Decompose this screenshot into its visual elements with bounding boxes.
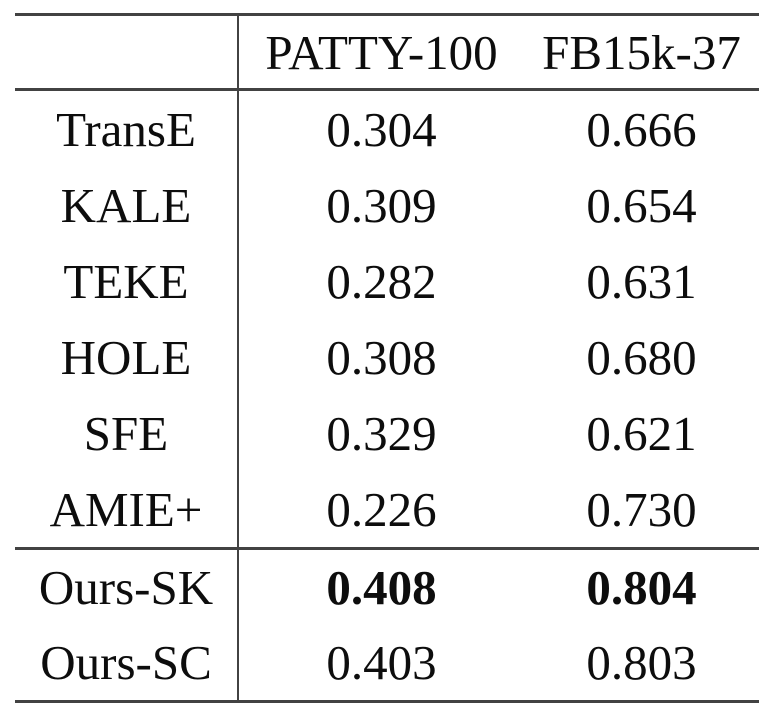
cell-value: 0.803 — [586, 635, 697, 690]
table-row-amie-plus: AMIE+ 0.226 0.730 — [15, 471, 759, 547]
cell-value: 0.631 — [586, 253, 697, 309]
column-header-fb15k-37: FB15k-37 — [542, 24, 741, 80]
cell-value: 0.304 — [326, 101, 437, 157]
table-row-ours-sc: Ours-SC 0.403 0.803 — [15, 625, 759, 700]
cell-value: 0.654 — [586, 177, 697, 233]
cell-value: 0.309 — [326, 177, 437, 233]
cell-value: 0.226 — [326, 481, 437, 537]
column-header-patty-100: PATTY-100 — [265, 24, 498, 80]
cell-value-best: 0.408 — [326, 560, 437, 615]
table-row-teke: TEKE 0.282 0.631 — [15, 243, 759, 319]
cell-value: 0.403 — [326, 635, 437, 690]
cell-value: 0.730 — [586, 481, 697, 537]
table-row-transe: TransE 0.304 0.666 — [15, 91, 759, 167]
table-row-hole: HOLE 0.308 0.680 — [15, 319, 759, 395]
row-label: Ours-SK — [15, 550, 239, 625]
row-label: KALE — [15, 167, 239, 243]
cell-value: 0.680 — [586, 329, 697, 385]
cell-value: 0.329 — [326, 405, 437, 461]
header-empty-cell — [15, 16, 239, 88]
cell-value: 0.666 — [586, 101, 697, 157]
table-row-kale: KALE 0.309 0.654 — [15, 167, 759, 243]
table-row-ours-sk: Ours-SK 0.408 0.804 — [15, 547, 759, 625]
row-label: Ours-SC — [15, 625, 239, 700]
row-label: TEKE — [15, 243, 239, 319]
table-header-row: PATTY-100 FB15k-37 — [15, 16, 759, 91]
cell-value: 0.308 — [326, 329, 437, 385]
cell-value: 0.621 — [586, 405, 697, 461]
table-row-sfe: SFE 0.329 0.621 — [15, 395, 759, 471]
row-label: HOLE — [15, 319, 239, 395]
row-label: SFE — [15, 395, 239, 471]
results-table: PATTY-100 FB15k-37 TransE 0.304 0.666 KA… — [15, 13, 759, 703]
row-label: AMIE+ — [15, 471, 239, 547]
row-label: TransE — [15, 91, 239, 167]
cell-value: 0.282 — [326, 253, 437, 309]
cell-value-best: 0.804 — [586, 560, 697, 615]
